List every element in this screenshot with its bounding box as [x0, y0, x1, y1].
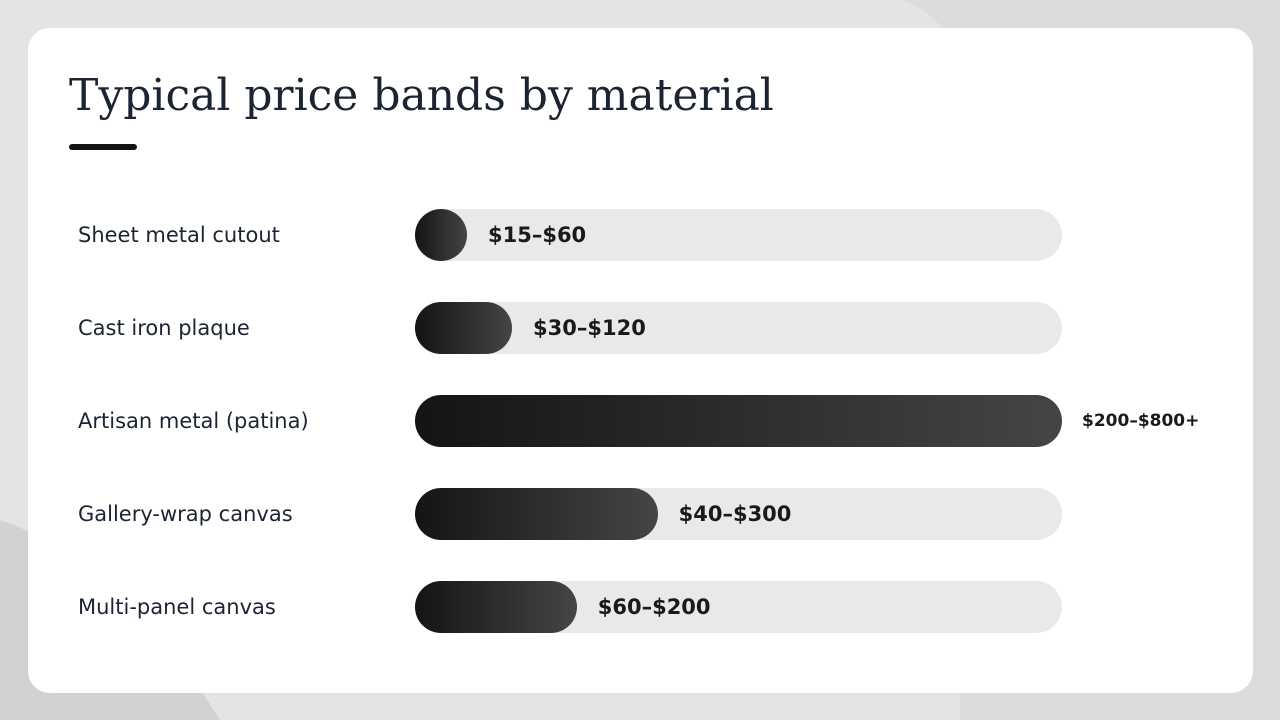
value-label: $60–$200	[597, 595, 711, 619]
bar	[415, 488, 658, 540]
slide-title: Typical price bands by material	[69, 70, 774, 121]
bar-track	[415, 302, 1062, 354]
bar-track	[415, 209, 1062, 261]
title-underline	[69, 144, 137, 150]
category-label: Sheet metal cutout	[78, 223, 280, 247]
value-label: $30–$120	[533, 316, 646, 340]
category-label: Artisan metal (patina)	[78, 409, 309, 433]
slide-card: Typical price bands by material Sheet me…	[28, 28, 1253, 693]
bar	[415, 395, 1062, 447]
category-label: Gallery-wrap canvas	[78, 502, 293, 526]
value-label: $15–$60	[488, 223, 587, 247]
bar	[415, 209, 467, 261]
category-label: Multi-panel canvas	[78, 595, 276, 619]
value-label: $40–$300	[678, 502, 792, 526]
value-label: $200–$800+	[1082, 411, 1200, 431]
category-label: Cast iron plaque	[78, 316, 250, 340]
price-band-chart: Sheet metal cutout $15–$60 Cast iron plaqu…	[28, 28, 1253, 693]
bar	[415, 302, 513, 354]
bar	[415, 581, 577, 633]
